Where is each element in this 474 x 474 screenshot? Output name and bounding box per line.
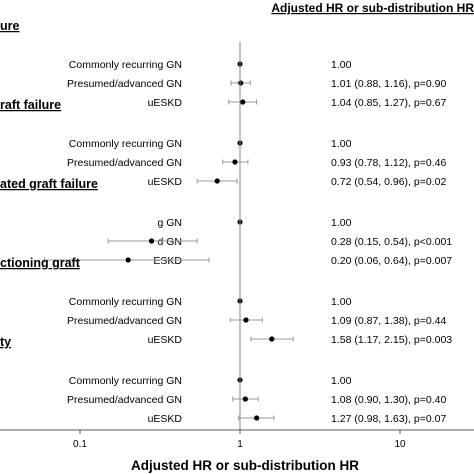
hr-point — [125, 257, 131, 263]
row-label: Presumed/advanced GN — [67, 157, 182, 169]
section-title: raft failure — [0, 98, 61, 112]
section-3: ated graft failure g GN 1.00 d GN 0.28 (0.15… — [0, 177, 452, 267]
row-label: Commonly recurring GN — [69, 138, 182, 150]
section-2: raft failure Commonly recurring GN 1.00 Pre… — [0, 98, 446, 188]
result-text: 0.20 (0.06, 0.64), p=0.007 — [331, 255, 452, 267]
result-text: 1.58 (1.17, 2.15), p=0.003 — [331, 334, 452, 346]
hr-point — [254, 415, 260, 421]
result-text: 0.93 (0.78, 1.12), p=0.46 — [331, 157, 446, 169]
result-text: 1.09 (0.87, 1.38), p=0.44 — [331, 315, 446, 327]
result-text: 1.00 — [331, 375, 352, 387]
plot-sections: ure Commonly recurring GN 1.00 Presumed/adv… — [0, 19, 452, 425]
row-label: Presumed/advanced GN — [67, 394, 182, 406]
result-text: 1.00 — [331, 138, 352, 150]
row-label: Commonly recurring GN — [69, 296, 182, 308]
result-text: 1.00 — [331, 59, 352, 71]
result-text: 0.28 (0.15, 0.54), p<0.001 — [331, 236, 452, 248]
results-column-header: Adjusted HR or sub-distribution HR — [271, 1, 474, 15]
x-tick-label: 10 — [394, 439, 406, 450]
section-4: ctioning graft Commonly recurring GN 1.00 P… — [0, 256, 452, 346]
section-5: ty Commonly recurring GN 1.00 Presumed/adva… — [0, 335, 446, 425]
section-title: ty — [0, 335, 11, 349]
x-tick-label: 0.1 — [73, 439, 87, 450]
row-label: Commonly recurring GN — [69, 375, 182, 387]
hr-point — [240, 99, 246, 105]
result-text: 0.72 (0.54, 0.96), p=0.02 — [331, 176, 446, 188]
result-text: 1.27 (0.98, 1.63), p=0.07 — [331, 413, 446, 425]
hr-point — [238, 80, 244, 86]
hr-point — [232, 159, 238, 165]
result-text: 1.00 — [331, 217, 352, 229]
row-label: g GN — [157, 217, 182, 229]
row-label: Commonly recurring GN — [69, 59, 182, 71]
x-axis-title: Adjusted HR or sub-distribution HR — [131, 458, 359, 473]
section-title: ctioning graft — [0, 256, 81, 270]
section-title: ure — [0, 19, 20, 33]
result-text: 1.00 — [331, 296, 352, 308]
section-1: ure Commonly recurring GN 1.00 Presumed/adv… — [0, 19, 446, 109]
hr-point — [148, 238, 155, 244]
hr-point — [243, 317, 249, 323]
row-label: d GN — [157, 236, 182, 248]
row-label: uESKD — [148, 413, 183, 425]
x-tick-label: 1 — [237, 439, 243, 450]
x-axis-ticks: 0.1 1 10 — [73, 430, 406, 450]
result-text: 1.08 (0.90, 1.30), p=0.40 — [331, 394, 446, 406]
row-label: Presumed/advanced GN — [67, 315, 182, 327]
row-label: ESKD — [153, 255, 182, 267]
hr-point — [214, 178, 220, 184]
row-label: Presumed/advanced GN — [67, 78, 182, 90]
section-title: ated graft failure — [0, 177, 98, 191]
result-text: 1.04 (0.85, 1.27), p=0.67 — [331, 97, 446, 109]
row-label: uESKD — [148, 334, 183, 346]
hr-point — [269, 336, 275, 342]
row-label: uESKD — [148, 176, 183, 188]
hr-point — [242, 396, 248, 402]
result-text: 1.01 (0.88, 1.16), p=0.90 — [331, 78, 446, 90]
row-label: uESKD — [148, 97, 183, 109]
